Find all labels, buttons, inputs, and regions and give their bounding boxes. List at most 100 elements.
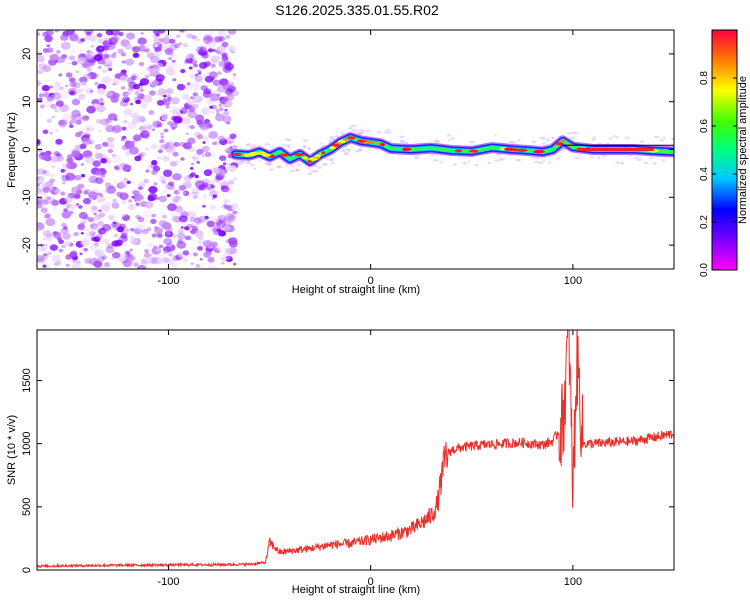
noise-speckle [111, 221, 119, 228]
ridge-haze [357, 131, 363, 135]
noise-speckle [79, 76, 88, 84]
ridge-hotspot [293, 153, 305, 157]
noise-speckle [93, 260, 103, 268]
noise-speckle [147, 195, 155, 202]
noise-speckle [96, 104, 106, 113]
ridge-hotspot [517, 148, 528, 152]
noise-speckle [228, 237, 238, 245]
noise-speckle [125, 58, 135, 66]
noise-speckle [68, 121, 73, 125]
noise-speckle [123, 108, 133, 116]
noise-speckle [121, 126, 127, 131]
noise-speckle [93, 212, 97, 216]
noise-speckle [112, 52, 117, 56]
snr-y-tick-label: 1000 [21, 431, 33, 455]
noise-speckle [200, 46, 207, 52]
noise-speckle [140, 89, 144, 92]
noise-speckle [152, 165, 161, 172]
noise-speckle [55, 100, 64, 107]
noise-speckle [112, 78, 119, 84]
noise-speckle [51, 104, 58, 110]
noise-speckle [183, 43, 188, 48]
noise-speckle [134, 193, 144, 202]
ridge-haze [548, 161, 551, 164]
noise-speckle [224, 88, 234, 95]
ridge-haze [561, 148, 566, 151]
noise-speckle [157, 88, 167, 96]
noise-speckle [37, 169, 42, 174]
noise-speckle [170, 97, 180, 105]
noise-speckle [103, 262, 111, 267]
noise-speckle [157, 120, 162, 124]
noise-speckle [77, 224, 81, 228]
ridge-haze [287, 145, 291, 148]
noise-speckle [207, 41, 217, 49]
snr-y-axis-label: SNR (10 * v/v) [6, 415, 18, 485]
noise-speckle [37, 148, 44, 153]
colorbar-tick-label: 0.6 [699, 119, 710, 133]
noise-speckle [182, 250, 190, 256]
noise-speckle [65, 84, 69, 88]
noise-speckle [81, 137, 91, 145]
noise-speckle [46, 44, 50, 48]
noise-speckle [122, 96, 130, 103]
noise-speckle [170, 161, 178, 167]
noise-speckle [96, 52, 104, 59]
noise-speckle [204, 151, 212, 157]
noise-speckle [86, 127, 91, 131]
noise-speckle [71, 33, 78, 38]
colorbar-gradient [711, 29, 738, 271]
noise-speckle [144, 252, 151, 258]
ridge-haze [351, 129, 358, 132]
noise-speckle [55, 128, 59, 132]
noise-speckle [38, 63, 47, 70]
noise-speckle [190, 162, 194, 166]
noise-speckle [166, 94, 171, 99]
noise-speckle [146, 163, 154, 170]
noise-speckle [177, 228, 184, 234]
noise-speckle [226, 213, 235, 220]
noise-speckle [194, 174, 199, 179]
noise-speckle [157, 253, 162, 256]
noise-speckle [54, 81, 61, 87]
noise-speckle [81, 115, 90, 121]
noise-speckle [150, 143, 159, 150]
noise-speckle [90, 44, 94, 48]
noise-speckle [89, 72, 98, 80]
ridge-hotspot [231, 152, 243, 156]
noise-speckle [166, 142, 171, 146]
noise-speckle [84, 258, 92, 264]
noise-speckle [133, 262, 139, 267]
spectrogram-y-tick-label: -10 [21, 189, 33, 205]
noise-speckle [94, 152, 103, 160]
noise-speckle [196, 221, 201, 225]
noise-speckle [132, 83, 140, 90]
noise-speckle [137, 181, 146, 188]
noise-speckle [144, 249, 149, 253]
noise-speckle [121, 213, 126, 217]
noise-speckle [206, 220, 215, 228]
noise-speckle [179, 30, 185, 33]
noise-speckle [223, 225, 231, 232]
ridge-haze [579, 154, 582, 157]
noise-speckle [156, 155, 163, 160]
noise-speckle [225, 100, 233, 107]
noise-speckle [188, 107, 195, 113]
ridge-haze [435, 140, 441, 143]
ridge-hotspot [321, 151, 326, 155]
noise-speckle [45, 218, 56, 227]
noise-speckle [154, 227, 163, 235]
noise-speckle [78, 117, 83, 121]
noise-speckle [69, 90, 76, 96]
noise-speckle [156, 197, 161, 201]
noise-speckle [156, 247, 162, 252]
noise-speckle [45, 79, 50, 83]
noise-speckle [226, 121, 230, 125]
ridge-hotspot [560, 139, 566, 143]
noise-speckle [165, 231, 172, 237]
ridge-haze [640, 140, 645, 143]
noise-speckle [144, 123, 155, 131]
noise-speckle [94, 177, 104, 185]
ridge-haze [414, 156, 420, 159]
